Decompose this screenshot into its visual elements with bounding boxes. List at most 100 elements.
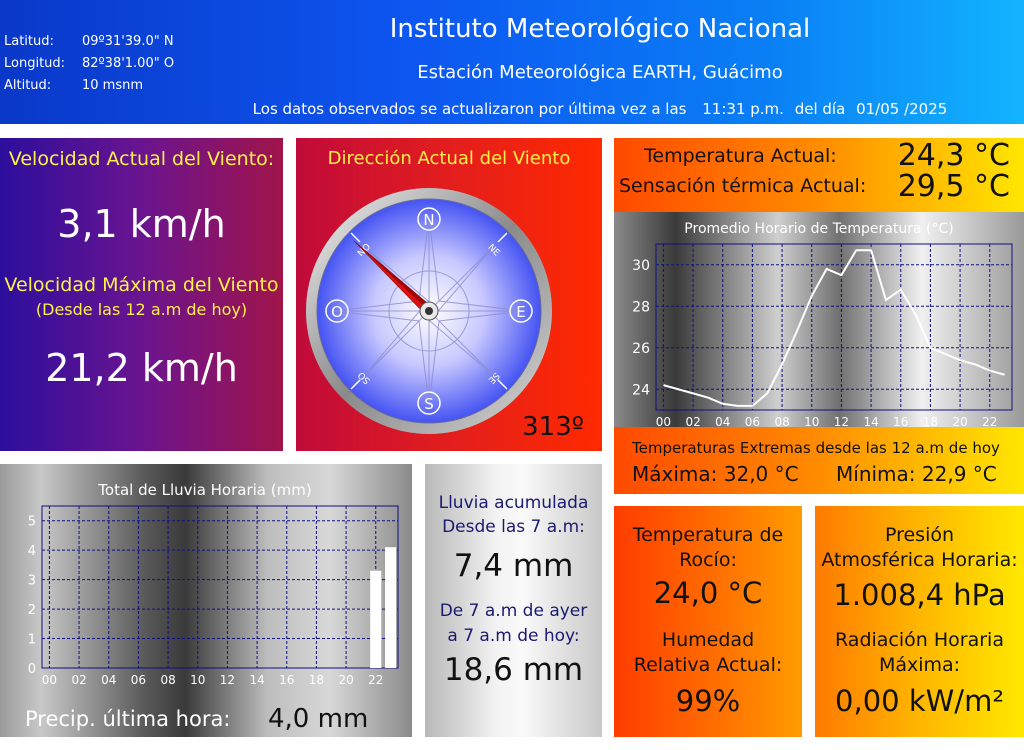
temp-current-value: 24,3 °C	[897, 138, 1010, 173]
temp-min-value: 22,9 °C	[921, 462, 997, 486]
chart-x-tick-label: 02	[71, 673, 86, 687]
rain-accumulated-panel: Lluvia acumulada Desde las 7 a.m: 7,4 mm…	[425, 464, 602, 737]
chart-y-tick-label: 5	[28, 515, 36, 530]
rain-acc-value: 7,4 mm	[453, 548, 574, 584]
humidity-label-1: Humedad	[661, 629, 755, 651]
latitude-label: Latitud:	[4, 34, 54, 49]
chart-x-tick-label: 04	[715, 415, 730, 427]
chart-x-tick-label: 22	[368, 673, 383, 687]
rain-chart-panel: Total de Lluvia Horaria (mm) 00 02 04 06 08 1…	[0, 464, 412, 737]
chart-x-tick-label: 04	[101, 673, 116, 687]
chart-plot-area	[41, 505, 399, 669]
temp-min-label: Mínima:	[836, 462, 916, 486]
rain-last-hour-label: Precip. última hora:	[25, 707, 231, 731]
chart-x-tick-label: 14	[863, 415, 878, 427]
chart-x-tick-label: 08	[160, 673, 175, 687]
chart-x-tick-label: 06	[745, 415, 760, 427]
chart-x-tick-label: 18	[923, 415, 938, 427]
temp-feels-label: Sensación térmica Actual:	[619, 175, 867, 197]
latitude-value: 09º31'39.0" N	[82, 34, 174, 49]
wind-max-value: 21,2 km/h	[45, 346, 238, 390]
wind-max-label: Velocidad Máxima del Viento	[4, 274, 279, 296]
chart-x-tick-label: 00	[42, 673, 57, 687]
rain-chart: Total de Lluvia Horaria (mm) 00 02 04 06 08 1…	[28, 481, 399, 687]
rain-prev-value: 18,6 mm	[443, 652, 584, 688]
compass-n: N	[423, 211, 434, 229]
header-banner: Latitud: 09º31'39.0" N Longitud: 82º38'1.0…	[0, 0, 1024, 124]
wind-max-sub: (Desde las 12 a.m de hoy)	[35, 300, 248, 319]
chart-y-tick-label: 2	[28, 603, 36, 618]
rain-bar	[385, 547, 397, 668]
compass-s: S	[424, 395, 434, 413]
rain-bar	[370, 570, 382, 668]
dew-humidity-panel: Temperatura de Rocío: 24,0 °C Humedad Re…	[614, 506, 802, 737]
compass: N E S O NE NO SE SO	[306, 188, 552, 434]
altitude-label: Altitud:	[4, 78, 52, 93]
longitude-value: 82º38'1.00" O	[82, 56, 175, 71]
temp-extremes-label: Temperaturas Extremas desde las 12 a.m d…	[632, 439, 1000, 457]
chart-x-tick-label: 12	[834, 415, 849, 427]
update-text: Los datos observados se actualizaron por…	[252, 100, 687, 118]
compass-e: E	[516, 303, 525, 321]
chart-y-tick-label: 28	[632, 299, 650, 315]
wind-direction-value: 313º	[522, 412, 584, 442]
compass-ticks	[350, 232, 508, 390]
chart-y-tick-label: 30	[632, 258, 650, 274]
radiation-value: 0,00 kW/m²	[835, 684, 1004, 718]
rain-prev-label-1: De 7 a.m de ayer	[439, 601, 588, 621]
temperature-line	[663, 249, 1005, 407]
latitude-row: Latitud: 09º31'39.0" N	[4, 34, 174, 49]
chart-x-tick-label: 16	[279, 673, 294, 687]
temp-current-label: Temperatura Actual:	[644, 145, 837, 167]
chart-x-tick-label: 20	[952, 415, 967, 427]
rain-prev-label-2: a 7 a.m de hoy:	[447, 626, 580, 646]
chart-y-tick-label: 4	[28, 544, 36, 559]
radiation-label-1: Radiación Horaria	[835, 629, 1004, 651]
altitude-row: Altitud: 10 msnm	[4, 78, 143, 93]
rain-chart-title: Total de Lluvia Horaria (mm)	[97, 481, 311, 499]
radiation-label-2: Máxima:	[878, 654, 961, 676]
altitude-value: 10 msnm	[82, 78, 144, 93]
chart-x-tick-label: 16	[893, 415, 908, 427]
update-line: Los datos observados se actualizaron por…	[200, 100, 1000, 118]
update-day-text: del día	[794, 100, 846, 118]
rain-acc-label-2: Desde las 7 a.m:	[442, 517, 585, 537]
wind-direction-panel: Dirección Actual del Viento	[296, 138, 602, 451]
chart-x-tick-label: 12	[220, 673, 235, 687]
chart-x-tick-label: 08	[774, 415, 789, 427]
pressure-value: 1.008,4 hPa	[833, 578, 1006, 612]
temp-max: Máxima: 32,0 °C	[632, 462, 799, 486]
pressure-label-2: Atmosférica Horaria:	[821, 549, 1018, 571]
dew-value: 24,0 °C	[653, 576, 763, 610]
pressure-radiation-panel: Presión Atmosférica Horaria: 1.008,4 hPa…	[815, 506, 1024, 737]
dew-label-1: Temperatura de	[632, 524, 784, 546]
page-title: Instituto Meteorológico Nacional	[389, 14, 811, 44]
humidity-value: 99%	[675, 684, 741, 718]
rain-acc-label-1: Lluvia acumulada	[438, 493, 589, 513]
temp-chart-title: Promedio Horario de Temperatura (°C)	[684, 221, 953, 237]
update-date: 01/05 /2025	[856, 100, 948, 118]
wind-current-value: 3,1 km/h	[57, 202, 226, 246]
temp-feels-value: 29,5 °C	[897, 169, 1010, 204]
chart-y-tick-label: 26	[632, 341, 650, 357]
pressure-label-1: Presión	[884, 524, 955, 546]
temp-max-value: 32,0 °C	[723, 462, 799, 486]
chart-x-tick-label: 20	[338, 673, 353, 687]
temperature-chart: Promedio Horario de Temperatura (°C) 00 0…	[632, 221, 1013, 429]
chart-x-tick-label: 10	[190, 673, 205, 687]
chart-y-tick-label: 24	[632, 382, 650, 398]
temperature-chart-panel: Promedio Horario de Temperatura (°C) 00 0…	[614, 212, 1024, 429]
longitude-row: Longitud: 82º38'1.00" O	[4, 56, 174, 71]
wind-direction-label: Dirección Actual del Viento	[327, 148, 571, 169]
dew-label-2: Rocío:	[679, 549, 737, 571]
compass-o: O	[331, 303, 343, 321]
chart-x-tick-label: 06	[131, 673, 146, 687]
chart-x-tick-label: 22	[982, 415, 997, 427]
longitude-label: Longitud:	[4, 56, 66, 71]
chart-x-tick-label: 00	[656, 415, 671, 427]
temp-max-label: Máxima:	[632, 462, 718, 486]
chart-x-tick-label: 14	[249, 673, 264, 687]
update-time: 11:31 p.m.	[702, 100, 784, 118]
temp-min: Mínima: 22,9 °C	[836, 462, 997, 486]
chart-y-tick-label: 1	[28, 633, 36, 648]
